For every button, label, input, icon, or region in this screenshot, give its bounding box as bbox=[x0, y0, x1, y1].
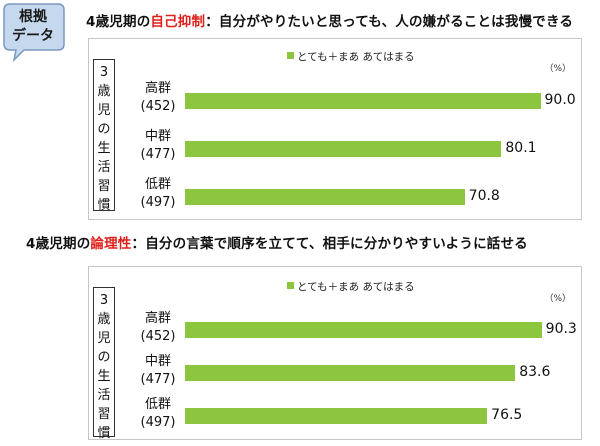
chart-1-category-high: 高群 (452) bbox=[133, 80, 183, 116]
category-name: 低群 bbox=[144, 397, 171, 412]
category-n: (497) bbox=[140, 415, 176, 430]
chart-1-value-mid: 80.1 bbox=[505, 140, 537, 156]
axis-label-char: 慣 bbox=[97, 198, 111, 213]
chart-2-category-high: 高群 (452) bbox=[133, 310, 183, 346]
category-n: (477) bbox=[140, 372, 176, 387]
axis-label-char: の bbox=[97, 350, 111, 365]
chart-2-value-high: 90.3 bbox=[545, 321, 577, 337]
chart-2-bar-low bbox=[185, 408, 488, 424]
chart-1-category-mid: 中群 (477) bbox=[133, 128, 183, 164]
chart-1-title-highlight: 自己抑制 bbox=[150, 14, 206, 30]
category-name: 低群 bbox=[144, 177, 171, 192]
legend-swatch bbox=[287, 282, 294, 289]
chart-1-axis-label-box: 3 歳 児 の 生 活 習 慣 bbox=[93, 59, 115, 213]
chart-2-title-prefix: 4歳児期の bbox=[26, 236, 91, 252]
chart-1-title-prefix: 4歳児期の bbox=[86, 14, 151, 30]
axis-label-char: 3 bbox=[99, 65, 109, 80]
chart-2-bar-mid bbox=[185, 365, 516, 381]
category-name: 高群 bbox=[144, 311, 171, 326]
chart-1-title-suffix: ：自分がやりたいと思っても、人の嫌がることは我慢できる bbox=[205, 14, 574, 30]
chart-2-category-low: 低群 (497) bbox=[133, 396, 183, 432]
chart-1-value-low: 70.8 bbox=[468, 188, 500, 204]
chart-2-panel: 3 歳 児 の 生 活 習 慣 とても＋まあ あてはまる （%） 高群 (452… bbox=[88, 266, 582, 441]
evidence-badge: 根拠 データ bbox=[2, 2, 72, 62]
axis-label-char: 活 bbox=[97, 388, 111, 403]
chart-1-title: 4歳児期の自己抑制：自分がやりたいと思っても、人の嫌がることは我慢できる bbox=[86, 10, 573, 30]
chart-2-legend: とても＋まあ あてはまる bbox=[287, 279, 415, 294]
category-name: 中群 bbox=[144, 354, 171, 369]
category-name: 中群 bbox=[144, 129, 171, 144]
chart-1-category-low: 低群 (497) bbox=[133, 176, 183, 212]
chart-2-title: 4歳児期の論理性：自分の言葉で順序を立てて、相手に分かりやすいように話せる bbox=[26, 232, 528, 252]
axis-label-char: 児 bbox=[97, 331, 111, 346]
chart-1-legend: とても＋まあ あてはまる bbox=[287, 49, 415, 64]
chart-2-category-mid: 中群 (477) bbox=[133, 353, 183, 389]
chart-1-value-high: 90.0 bbox=[544, 92, 576, 108]
axis-label-char: 3 bbox=[99, 293, 109, 308]
axis-label-char: 生 bbox=[97, 141, 111, 156]
axis-label-char: 活 bbox=[97, 160, 111, 175]
badge-line-2: データ bbox=[12, 28, 54, 44]
chart-2-value-mid: 83.6 bbox=[519, 364, 551, 380]
chart-2-value-low: 76.5 bbox=[491, 407, 523, 423]
axis-label-char: 慣 bbox=[97, 426, 111, 441]
badge-line-1: 根拠 bbox=[19, 9, 47, 25]
chart-1-unit: （%） bbox=[544, 64, 571, 74]
chart-1-legend-label: とても＋まあ あてはまる bbox=[297, 51, 415, 63]
chart-2-legend-label: とても＋まあ あてはまる bbox=[297, 281, 415, 293]
chart-2-unit: （%） bbox=[544, 294, 571, 304]
axis-label-char: 習 bbox=[97, 407, 111, 422]
chart-1-panel: 3 歳 児 の 生 活 習 慣 とても＋まあ あてはまる （%） 高群 (452… bbox=[88, 38, 582, 220]
axis-label-char: 児 bbox=[97, 103, 111, 118]
category-n: (452) bbox=[140, 99, 176, 114]
chart-2-axis-label-box: 3 歳 児 の 生 活 習 慣 bbox=[93, 287, 115, 441]
legend-swatch bbox=[287, 52, 294, 59]
category-n: (452) bbox=[140, 329, 176, 344]
chart-2-title-highlight: 論理性 bbox=[90, 236, 132, 252]
axis-label-char: 歳 bbox=[97, 84, 111, 99]
chart-1-bar-low bbox=[185, 189, 465, 205]
axis-label-char: 習 bbox=[97, 179, 111, 194]
badge-callout-shape bbox=[3, 3, 65, 62]
category-n: (497) bbox=[140, 195, 176, 210]
chart-2-bar-high bbox=[185, 322, 542, 338]
axis-label-char: の bbox=[97, 122, 111, 137]
category-name: 高群 bbox=[144, 81, 171, 96]
axis-label-char: 歳 bbox=[97, 312, 111, 327]
axis-label-char: 生 bbox=[97, 369, 111, 384]
category-n: (477) bbox=[140, 147, 176, 162]
chart-2-title-suffix: ：自分の言葉で順序を立てて、相手に分かりやすいように話せる bbox=[131, 236, 528, 252]
chart-1-bar-mid bbox=[185, 141, 502, 157]
chart-1-bar-high bbox=[185, 93, 541, 109]
